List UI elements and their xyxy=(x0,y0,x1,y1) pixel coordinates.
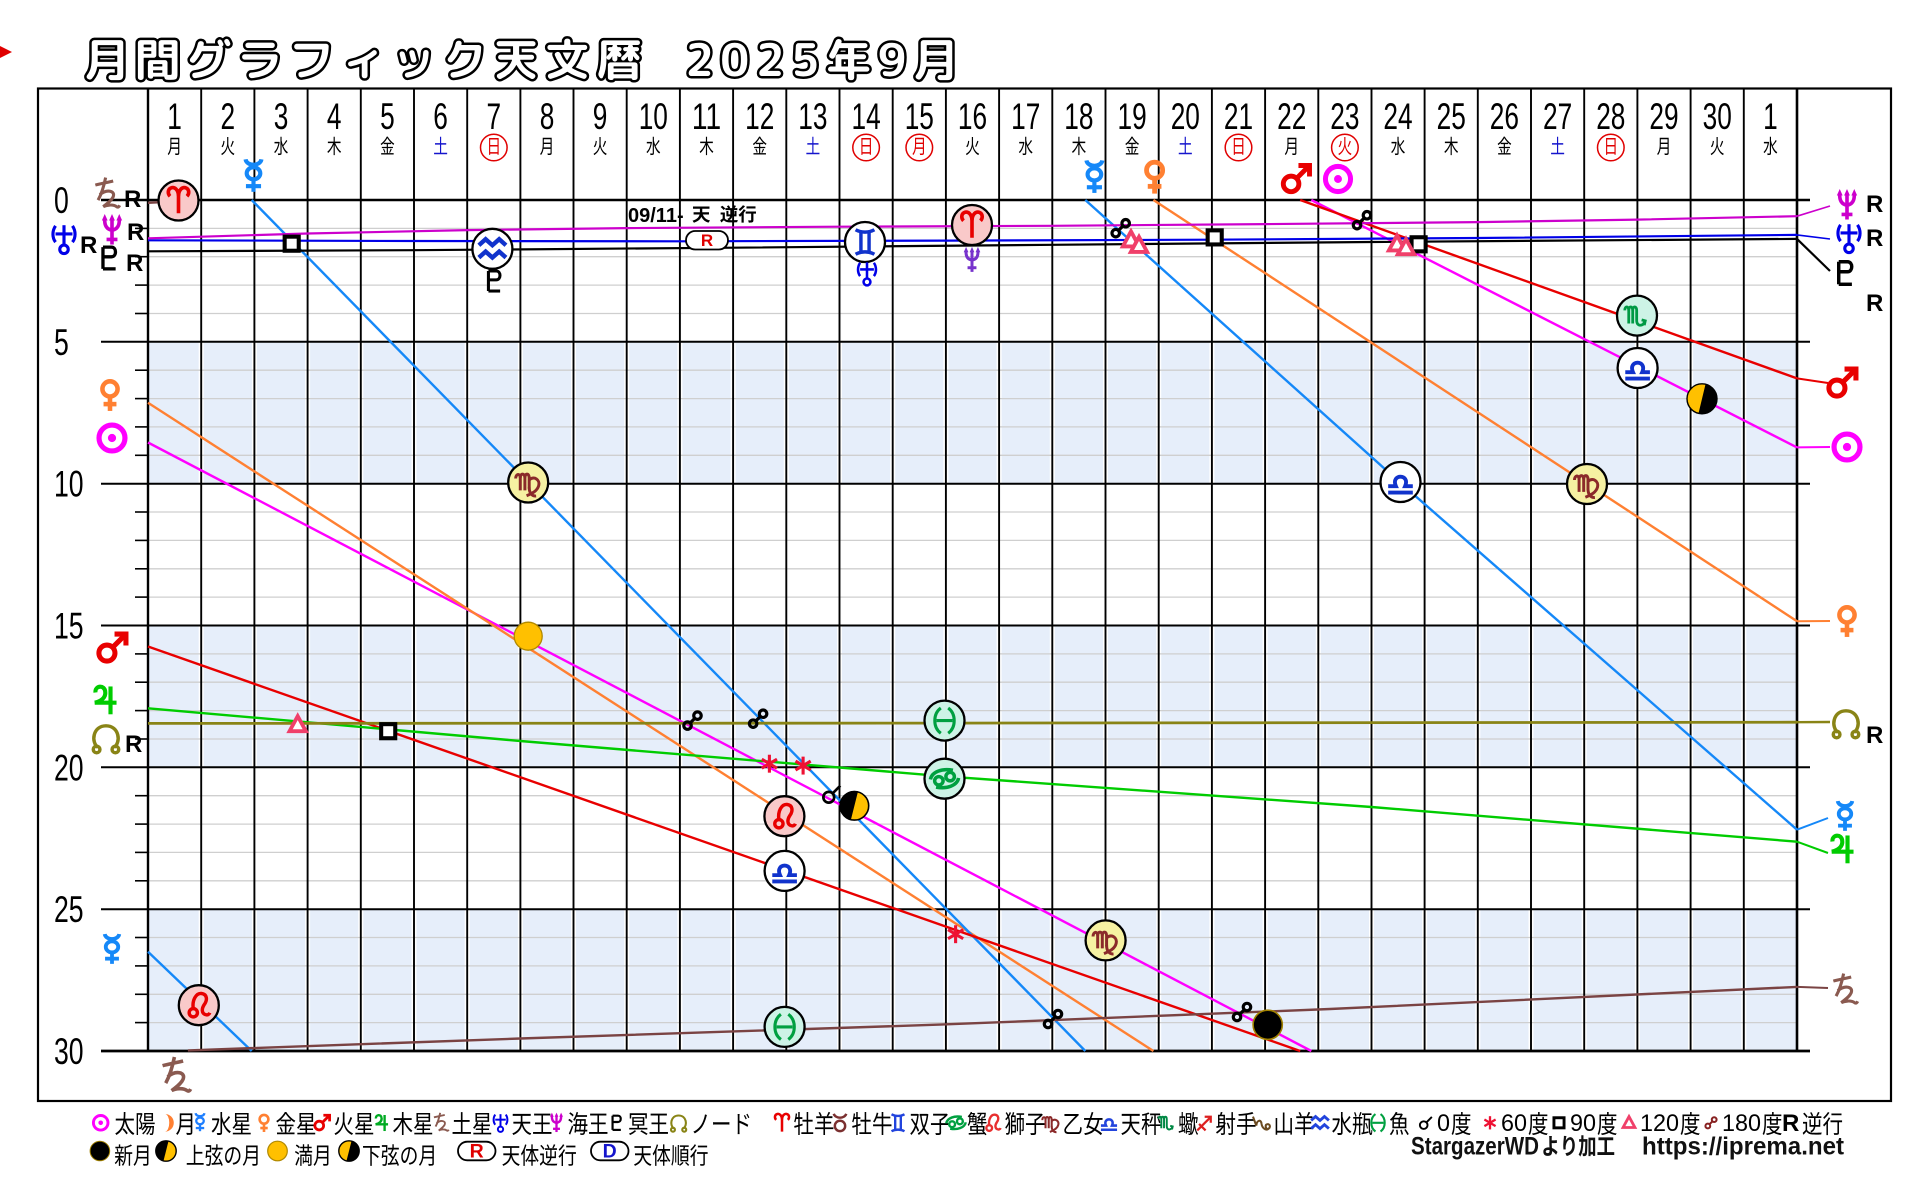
svg-text:3: 3 xyxy=(274,95,289,137)
svg-text:R: R xyxy=(1782,1110,1799,1137)
svg-text:6: 6 xyxy=(433,95,448,137)
svg-text:R: R xyxy=(1866,722,1883,749)
svg-text:5: 5 xyxy=(380,95,395,137)
svg-text:8: 8 xyxy=(540,95,555,137)
svg-text:https://iprema.net: https://iprema.net xyxy=(1642,1133,1845,1161)
svg-text:23: 23 xyxy=(1330,95,1359,137)
svg-text:D: D xyxy=(603,1141,617,1163)
svg-text:4: 4 xyxy=(327,95,342,137)
svg-text:13: 13 xyxy=(798,95,827,137)
svg-text:16: 16 xyxy=(958,95,987,137)
svg-text:10: 10 xyxy=(54,464,84,505)
svg-text:11: 11 xyxy=(692,95,721,137)
svg-text:R: R xyxy=(80,232,97,259)
svg-text:R: R xyxy=(1866,290,1883,317)
svg-text:20: 20 xyxy=(1171,95,1200,137)
svg-text:15: 15 xyxy=(54,606,84,647)
svg-text:28: 28 xyxy=(1596,95,1625,137)
svg-text:R: R xyxy=(1866,225,1883,252)
svg-text:R: R xyxy=(127,219,144,246)
svg-text:R: R xyxy=(1866,191,1883,218)
svg-text:0: 0 xyxy=(1437,1110,1450,1137)
svg-text:26: 26 xyxy=(1490,95,1519,137)
svg-text:09/11-: 09/11- xyxy=(628,205,684,227)
svg-text:30: 30 xyxy=(1703,95,1732,137)
svg-text:15: 15 xyxy=(905,95,934,137)
svg-text:90: 90 xyxy=(1570,1110,1596,1137)
svg-text:21: 21 xyxy=(1224,95,1253,137)
svg-text:1: 1 xyxy=(167,95,182,137)
svg-text:2: 2 xyxy=(221,95,236,137)
svg-text:10: 10 xyxy=(639,95,668,137)
svg-text:27: 27 xyxy=(1543,95,1572,137)
svg-text:60: 60 xyxy=(1501,1110,1527,1137)
svg-text:R: R xyxy=(124,186,141,213)
svg-text:StargazerWD: StargazerWD xyxy=(1411,1133,1539,1161)
svg-text:14: 14 xyxy=(852,95,881,137)
svg-text:R: R xyxy=(125,731,142,758)
svg-text:25: 25 xyxy=(1437,95,1466,137)
svg-text:R: R xyxy=(470,1141,484,1163)
svg-text:5: 5 xyxy=(54,322,69,363)
svg-text:7: 7 xyxy=(487,95,502,137)
svg-text:1: 1 xyxy=(1763,95,1778,137)
svg-text:30: 30 xyxy=(54,1031,84,1072)
svg-text:19: 19 xyxy=(1118,95,1147,137)
svg-text:17: 17 xyxy=(1011,95,1040,137)
svg-text:18: 18 xyxy=(1064,95,1093,137)
svg-text:12: 12 xyxy=(745,95,774,137)
svg-text:120: 120 xyxy=(1640,1110,1679,1137)
svg-text:R: R xyxy=(701,231,713,250)
svg-text:180: 180 xyxy=(1722,1110,1761,1137)
svg-text:R: R xyxy=(126,250,143,277)
svg-text:20: 20 xyxy=(54,747,84,788)
svg-text:22: 22 xyxy=(1277,95,1306,137)
svg-text:9: 9 xyxy=(593,95,608,137)
svg-text:24: 24 xyxy=(1383,95,1412,137)
svg-text:0: 0 xyxy=(54,180,69,221)
svg-text:25: 25 xyxy=(54,889,84,930)
svg-text:29: 29 xyxy=(1649,95,1678,137)
